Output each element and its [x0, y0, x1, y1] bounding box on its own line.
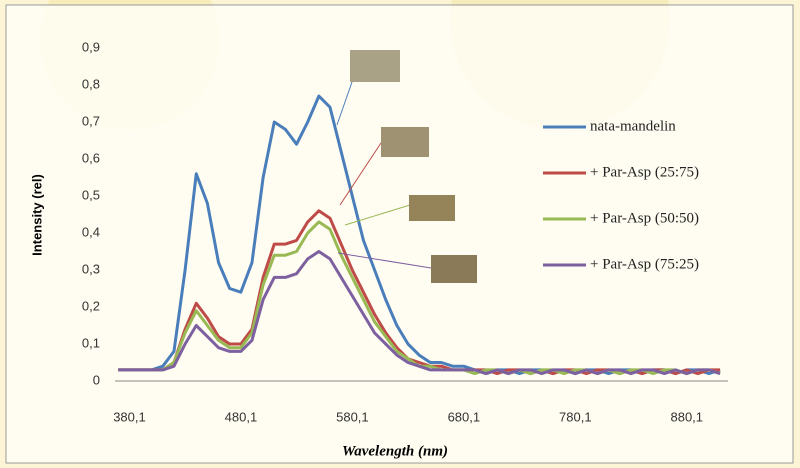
x-tick-label: 380,1: [113, 409, 146, 424]
x-axis-title: Wavelength (nm): [342, 443, 448, 459]
x-tick-label: 880,1: [670, 409, 703, 424]
y-tick-label: 0,7: [82, 113, 100, 128]
y-tick-label: 0,3: [82, 261, 100, 276]
legend-label: + Par-Asp (25:75): [590, 164, 699, 180]
leader-line: [337, 252, 432, 269]
sample-swatch: [431, 255, 477, 283]
series-line: [118, 250, 721, 376]
sample-swatch: [350, 50, 400, 82]
swatches: [336, 50, 477, 283]
y-tick-label: 0,8: [82, 76, 100, 91]
legend-label: + Par-Asp (50:50): [590, 210, 699, 226]
leader-line: [336, 81, 353, 126]
y-tick-label: 0,2: [82, 298, 100, 313]
y-tick-label: 0: [93, 372, 100, 387]
y-tick-label: 0,6: [82, 150, 100, 165]
x-tick-label: 780,1: [559, 409, 592, 424]
plot: 0 0,1 0,2 0,3 0,4 0,5 0,6 0,7 0,8 0,9 380,1 480,1 58…: [82, 39, 728, 424]
sample-swatch: [409, 195, 455, 221]
legend-label: + Par-Asp (75:25): [590, 256, 699, 272]
legend-label: nata-mandelin: [590, 118, 676, 134]
y-tick-label: 0,1: [82, 335, 100, 350]
y-tick-label: 0,4: [82, 224, 100, 239]
y-axis-title: Intensity (rel): [29, 174, 44, 256]
leader-line: [344, 204, 411, 226]
x-tick-label: 680,1: [448, 409, 481, 424]
sample-swatch: [381, 127, 429, 157]
y-tick-label: 0,9: [82, 39, 100, 54]
y-tick-label: 0,5: [82, 187, 100, 202]
x-tick-label: 480,1: [225, 409, 258, 424]
leader-line: [339, 139, 384, 206]
x-tick-label: 580,1: [336, 409, 369, 424]
